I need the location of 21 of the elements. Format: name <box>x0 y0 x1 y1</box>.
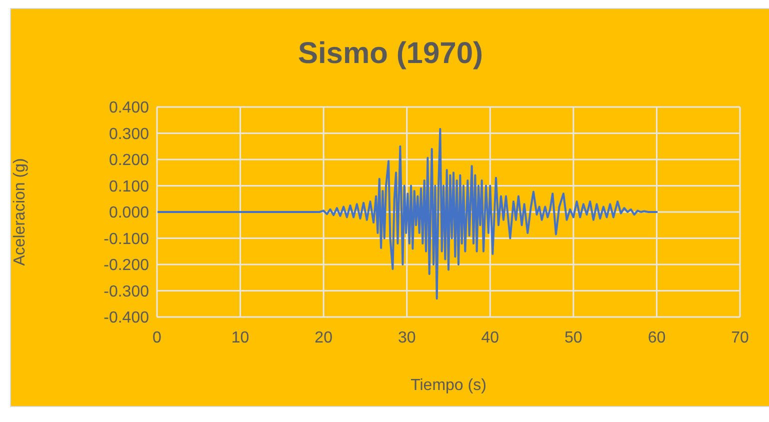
y-tick-label: -0.100 <box>104 230 150 248</box>
y-tick-label: 0.200 <box>108 152 150 170</box>
x-tick-label: 60 <box>648 329 666 346</box>
x-tick-label: 30 <box>398 329 416 346</box>
y-tick-label: -0.200 <box>104 257 150 274</box>
y-tick-label: 0.400 <box>108 100 150 117</box>
x-tick-label: 20 <box>314 329 333 346</box>
y-tick-label: -0.300 <box>104 283 150 300</box>
x-tick-label: 40 <box>481 329 500 346</box>
x-tick-label: 0 <box>152 329 162 346</box>
x-axis-title: Tiempo (s) <box>410 377 486 394</box>
y-axis-title: Aceleracion (g) <box>12 158 29 266</box>
x-tick-label: 70 <box>731 329 749 346</box>
y-tick-label: 0.100 <box>108 178 150 196</box>
y-tick-label: 0.000 <box>108 204 150 222</box>
chart-title: Sismo (1970) <box>296 37 484 71</box>
x-tick-label: 10 <box>231 329 250 346</box>
line-series <box>157 128 659 300</box>
x-tick-label: 50 <box>564 329 582 346</box>
y-tick-label: 0.300 <box>108 126 150 143</box>
y-tick-label: -0.400 <box>104 310 150 327</box>
